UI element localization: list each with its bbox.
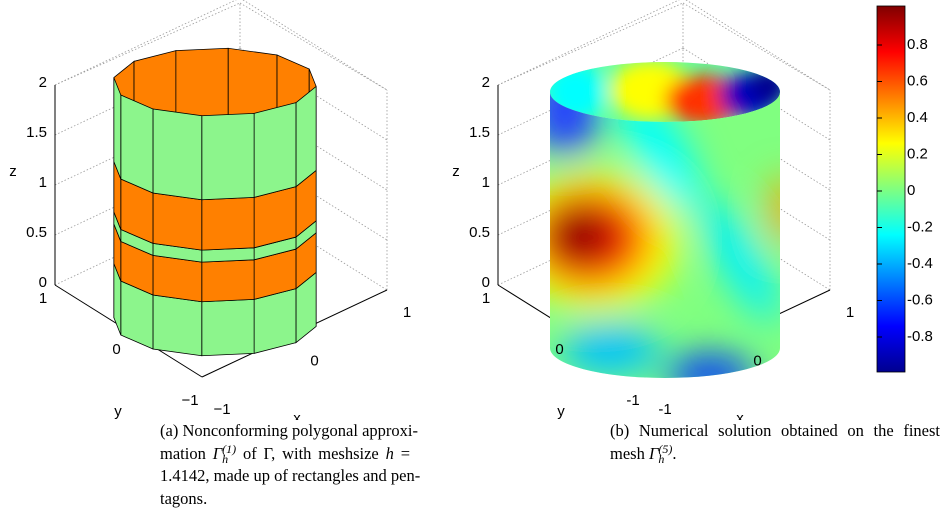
z-tick-label: 0.5: [469, 224, 490, 241]
caption-text: .: [672, 443, 677, 463]
axis-label: x: [736, 410, 744, 420]
grid-line: [682, 47, 831, 141]
face: [253, 102, 297, 198]
y-tick-label: 1: [482, 290, 490, 307]
z-tick-label: 0: [39, 274, 47, 291]
x-tick-label: 1: [846, 304, 854, 321]
colorbar: [876, 5, 906, 373]
superscript: (5): [658, 441, 673, 456]
z-tick-label: 1: [39, 174, 47, 191]
y-tick-label: 0: [112, 341, 120, 358]
face: [253, 288, 297, 354]
face: [152, 108, 203, 201]
subscript: h: [222, 451, 229, 466]
caption-math: h: [385, 443, 394, 463]
z-tick-label: 1.5: [469, 124, 490, 141]
face: [201, 259, 255, 303]
caption-b: (b) Numerical solution obtained on the f…: [610, 420, 940, 465]
face: [201, 298, 255, 357]
caption-line: (b) Numerical solution obtained on the f…: [610, 421, 940, 440]
grid-line: [54, 0, 237, 86]
caption-line: 1.4142, made up of rectangles and pen-: [160, 466, 421, 485]
caption-text: of Γ, with meshsize: [242, 443, 379, 463]
z-tick-label: 0: [482, 274, 490, 291]
z-tick-label: 2: [482, 74, 490, 91]
subscript: h: [658, 451, 665, 466]
grid-line: [54, 2, 241, 86]
grid-line: [239, 2, 388, 91]
y-tick-label: −1: [181, 392, 198, 409]
symbol: Γ: [212, 443, 223, 463]
grid-line: [242, 0, 388, 91]
colorbar-tick-label: -0.8: [907, 328, 933, 345]
axis-label: y: [557, 403, 565, 420]
grid-line: [682, 2, 831, 91]
caption-line: mesh Γ (5) h.: [610, 443, 940, 466]
caption-math: Γ (5) h: [648, 441, 673, 466]
caption-line: tagons.: [160, 488, 208, 508]
caption-line: (a) Nonconforming polygonal approxi-: [160, 421, 418, 440]
face: [120, 94, 154, 194]
caption-line: mation Γ (1) h of Γ, with meshsize h =: [160, 443, 410, 466]
face: [201, 196, 255, 251]
colorbar-tick-label: -0.2: [907, 218, 933, 235]
superscript: (1): [222, 441, 237, 456]
axis-label: z: [452, 163, 460, 180]
face: [113, 77, 122, 180]
grid-line: [497, 2, 684, 86]
y-tick-label: -1: [626, 392, 639, 409]
colorbar-tick-label: 0.6: [907, 72, 928, 89]
polygonal-surface: [113, 47, 317, 357]
grid-line: [685, 0, 831, 91]
symbol: Γ: [648, 443, 659, 463]
z-tick-label: 0.5: [26, 224, 47, 241]
face: [152, 294, 203, 357]
x-tick-label: -1: [658, 401, 671, 418]
x-tick-label: 0: [753, 352, 761, 369]
y-tick-label: 1: [39, 290, 47, 307]
caption-math: Γ (1) h: [212, 441, 237, 466]
x-tick-label: 0: [310, 352, 318, 369]
grid-line: [497, 0, 680, 86]
z-tick-label: 1.5: [26, 124, 47, 141]
colorbar-tick-label: 0: [907, 182, 915, 199]
face: [295, 85, 317, 188]
colorbar-tick-label: 0.4: [907, 109, 928, 126]
caption-a: (a) Nonconforming polygonal approxi- mat…: [160, 420, 421, 510]
x-tick-label: −1: [213, 401, 230, 418]
axis-label: y: [114, 403, 122, 420]
solution-surface: [550, 62, 780, 378]
axis-label: x: [293, 410, 301, 420]
z-tick-label: 2: [39, 74, 47, 91]
axis-label: z: [9, 163, 17, 180]
caption-text: =: [400, 443, 411, 463]
face: [152, 192, 203, 251]
y-tick-label: 0: [555, 341, 563, 358]
colorbar-tick-label: -0.6: [907, 291, 933, 308]
face: [152, 254, 203, 303]
z-tick-label: 1: [482, 174, 490, 191]
caption-text: mation: [160, 443, 206, 463]
colorbar-tick-label: -0.4: [907, 255, 933, 272]
colorbar-tick-label: 0.2: [907, 145, 928, 162]
colorbar-tick-label: 0.8: [907, 36, 928, 53]
x-tick-label: 1: [403, 304, 411, 321]
face: [201, 112, 255, 201]
caption-text: mesh: [610, 443, 645, 463]
